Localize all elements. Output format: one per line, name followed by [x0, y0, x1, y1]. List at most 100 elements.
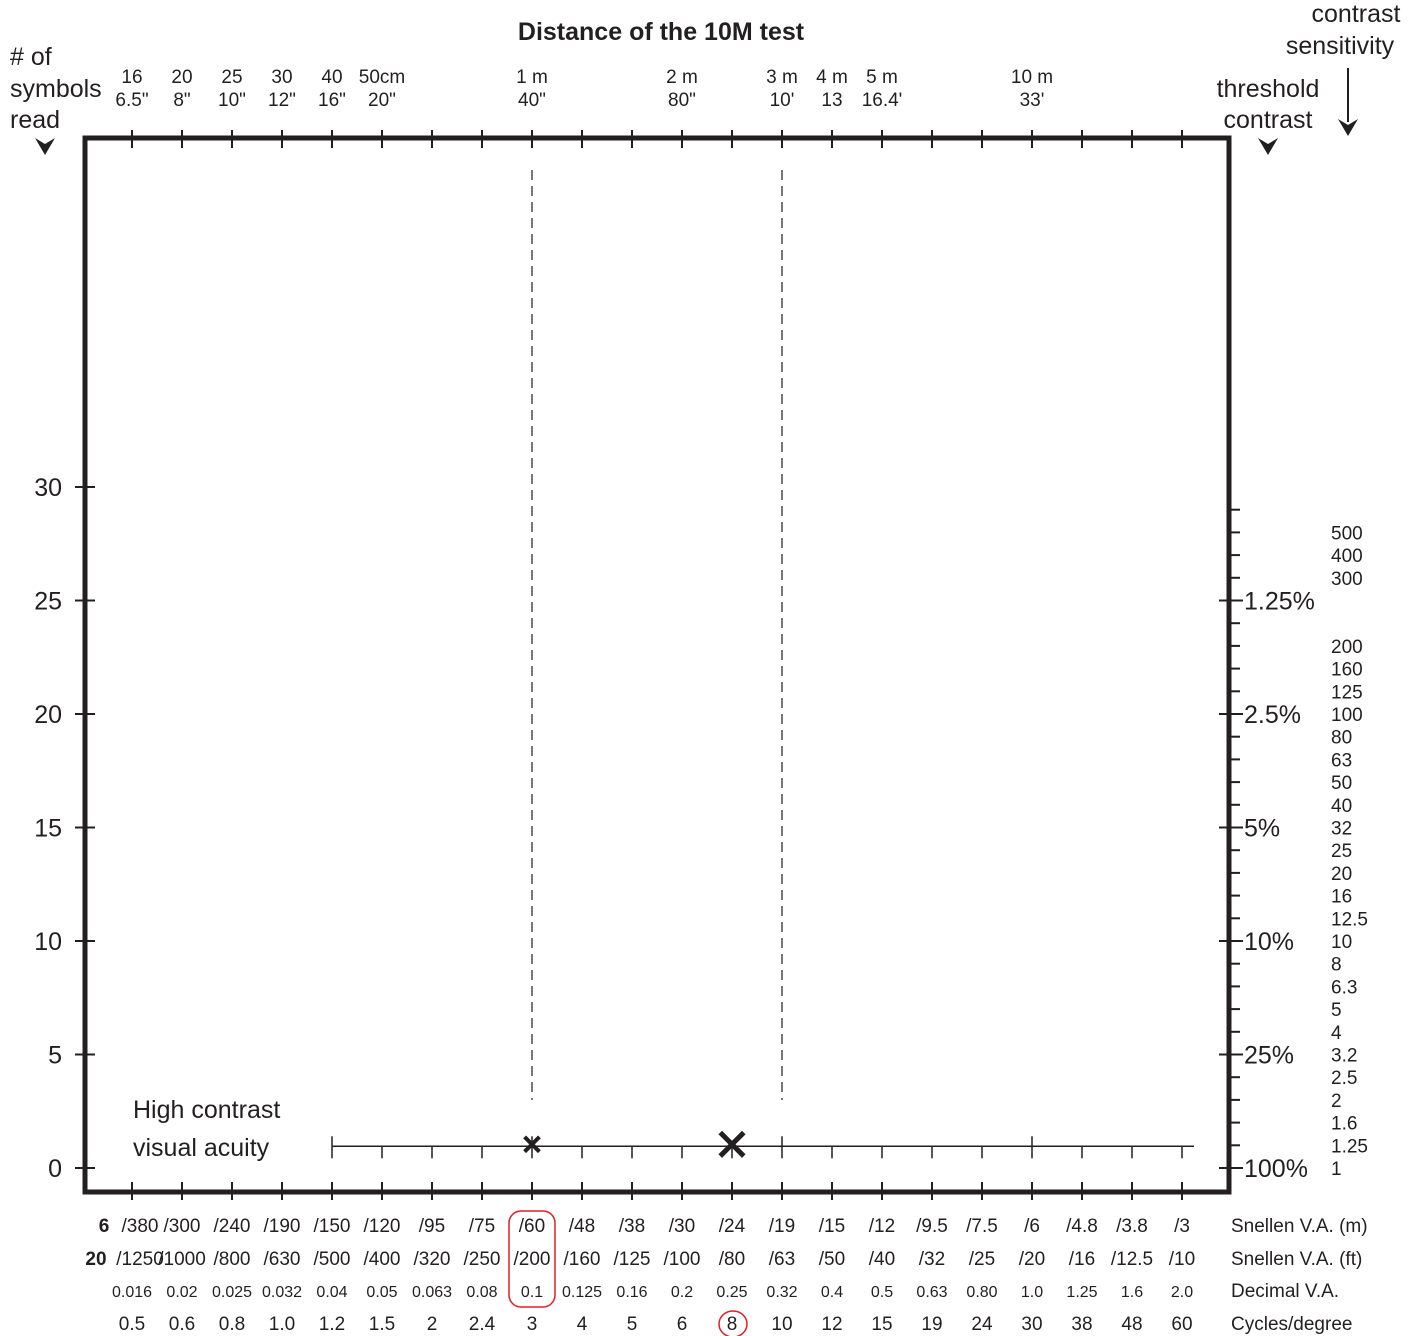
top-tick-label-imperial: 40": [518, 90, 546, 111]
sensitivity-tick-label: 200: [1331, 637, 1363, 658]
bottom-row-value: /120: [364, 1216, 401, 1237]
bottom-row-value: /1000: [158, 1249, 206, 1270]
sensitivity-tick-label: 400: [1331, 546, 1363, 567]
bottom-row-value: /10: [1169, 1249, 1195, 1270]
top-tick-label-imperial: 16.4': [862, 90, 903, 111]
data-marker-x: [718, 1130, 746, 1158]
left-axis-label-line: symbols: [10, 75, 102, 103]
bottom-row-value: /240: [214, 1216, 251, 1237]
bottom-row-value: /80: [719, 1249, 745, 1270]
right-axis: 11.251.622.53.2456.381012.51620253240506…: [1219, 508, 1368, 1183]
bottom-row-value: /250: [464, 1249, 501, 1270]
bottom-row-value: /125: [614, 1249, 651, 1270]
bottom-row-value: 0.16: [616, 1284, 647, 1301]
sensitivity-tick-label: 500: [1331, 523, 1363, 544]
bottom-row-value: /3: [1174, 1216, 1190, 1237]
highlight-rounded-rect: [508, 1210, 556, 1308]
bottom-row-value: /800: [214, 1249, 251, 1270]
bottom-row-value: 0.6: [169, 1314, 195, 1335]
threshold-tick-label: 1.25%: [1244, 588, 1315, 616]
bottom-row-value: 1.25: [1066, 1284, 1097, 1301]
bottom-row-value: 0.025: [212, 1284, 252, 1301]
high-contrast-label: High contrast: [133, 1096, 280, 1124]
sensitivity-tick-label: 8: [1331, 955, 1342, 976]
bottom-row-value: 48: [1121, 1314, 1142, 1335]
bottom-row-value: 0.80: [966, 1284, 997, 1301]
left-axis-label-line: read: [10, 106, 60, 134]
bottom-row-value: /100: [664, 1249, 701, 1270]
sensitivity-axis-arrow-icon: [1338, 119, 1358, 136]
plot-frame: [82, 135, 1232, 1195]
sensitivity-tick-label: 1.6: [1331, 1114, 1357, 1135]
left-axis-label: # of symbols read: [10, 43, 102, 155]
bottom-row-value: 24: [971, 1314, 993, 1335]
bottom-row-value: /15: [819, 1216, 845, 1237]
sensitivity-tick-label: 1.25: [1331, 1136, 1368, 1157]
top-tick-label-metric: 2 m: [666, 67, 698, 88]
bottom-row-value: 0.2: [671, 1284, 693, 1301]
bottom-row-value: 38: [1071, 1314, 1092, 1335]
sensitivity-tick-label: 160: [1331, 660, 1363, 681]
sensitivity-tick-label: 300: [1331, 569, 1363, 590]
bottom-row-value: 2.0: [1171, 1284, 1193, 1301]
sensitivity-axis-label: contrast sensitivity: [1286, 0, 1401, 136]
bottom-row-value: 0.04: [316, 1284, 347, 1301]
bottom-row-value: /63: [769, 1249, 795, 1270]
bottom-row-value: /160: [564, 1249, 601, 1270]
dashed-reference-lines: [531, 170, 783, 1100]
bottom-row-value: 3: [527, 1314, 538, 1335]
sensitivity-tick-label: 20: [1331, 864, 1352, 885]
bottom-row-value: /60: [519, 1216, 545, 1237]
sensitivity-tick-label: 63: [1331, 750, 1352, 771]
top-tick-label-metric: 3 m: [766, 67, 798, 88]
sensitivity-tick-label: 125: [1331, 682, 1363, 703]
bottom-row-value: /95: [419, 1216, 445, 1237]
sensitivity-tick-label: 12.5: [1331, 909, 1368, 930]
sensitivity-axis-label-line: sensitivity: [1286, 32, 1395, 60]
bottom-row-label: Snellen V.A. (ft): [1231, 1249, 1362, 1270]
left-tick-label: 10: [34, 928, 62, 956]
bottom-row-value: 12: [821, 1314, 842, 1335]
sensitivity-tick-label: 2: [1331, 1091, 1342, 1112]
top-tick-label-imperial: 8": [173, 90, 190, 111]
bottom-row-value: 5: [627, 1314, 638, 1335]
bottom-row-value: 0.1: [521, 1284, 543, 1301]
bottom-row-value: /30: [669, 1216, 695, 1237]
sensitivity-tick-label: 3.2: [1331, 1046, 1357, 1067]
bottom-row-value: /25: [969, 1249, 995, 1270]
bottom-row-label: Decimal V.A.: [1231, 1281, 1339, 1302]
left-axis-arrow-icon: [35, 138, 55, 155]
bottom-axis-ticks: [131, 1182, 1183, 1200]
threshold-axis-label-line: contrast: [1224, 106, 1313, 134]
threshold-axis-arrow-icon: [1258, 138, 1278, 155]
bottom-row-value: 0.63: [916, 1284, 947, 1301]
bottom-row-value: 0.016: [112, 1284, 152, 1301]
bottom-row-value: /12: [869, 1216, 895, 1237]
bottom-row-value: /190: [264, 1216, 301, 1237]
bottom-row-value: 2: [427, 1314, 438, 1335]
bottom-row-value: 30: [1021, 1314, 1042, 1335]
left-tick-label: 15: [34, 815, 62, 843]
threshold-tick-label: 100%: [1244, 1155, 1308, 1183]
bottom-row-value: 0.32: [766, 1284, 797, 1301]
bottom-row-value: /3.8: [1116, 1216, 1148, 1237]
bottom-row-value: 0.02: [166, 1284, 197, 1301]
sensitivity-tick-label: 5: [1331, 1000, 1342, 1021]
top-tick-label-metric: 5 m: [866, 67, 898, 88]
bottom-row-value: 0.063: [412, 1284, 452, 1301]
top-tick-label-metric: 20: [171, 67, 192, 88]
bottom-row-value: /380: [122, 1216, 159, 1237]
top-tick-label-metric: 30: [271, 67, 292, 88]
bottom-row-value: /150: [314, 1216, 351, 1237]
bottom-row-value: 0.5: [119, 1314, 145, 1335]
high-contrast-label: visual acuity: [133, 1134, 270, 1162]
threshold-tick-label: 2.5%: [1244, 701, 1301, 729]
bottom-row-value: 60: [1171, 1314, 1192, 1335]
sensitivity-tick-label: 100: [1331, 705, 1363, 726]
threshold-axis-label-line: threshold: [1217, 75, 1320, 103]
bottom-row-value: /12.5: [1111, 1249, 1153, 1270]
bottom-row-label: Cycles/degree: [1231, 1314, 1352, 1335]
threshold-tick-label: 25%: [1244, 1042, 1294, 1070]
